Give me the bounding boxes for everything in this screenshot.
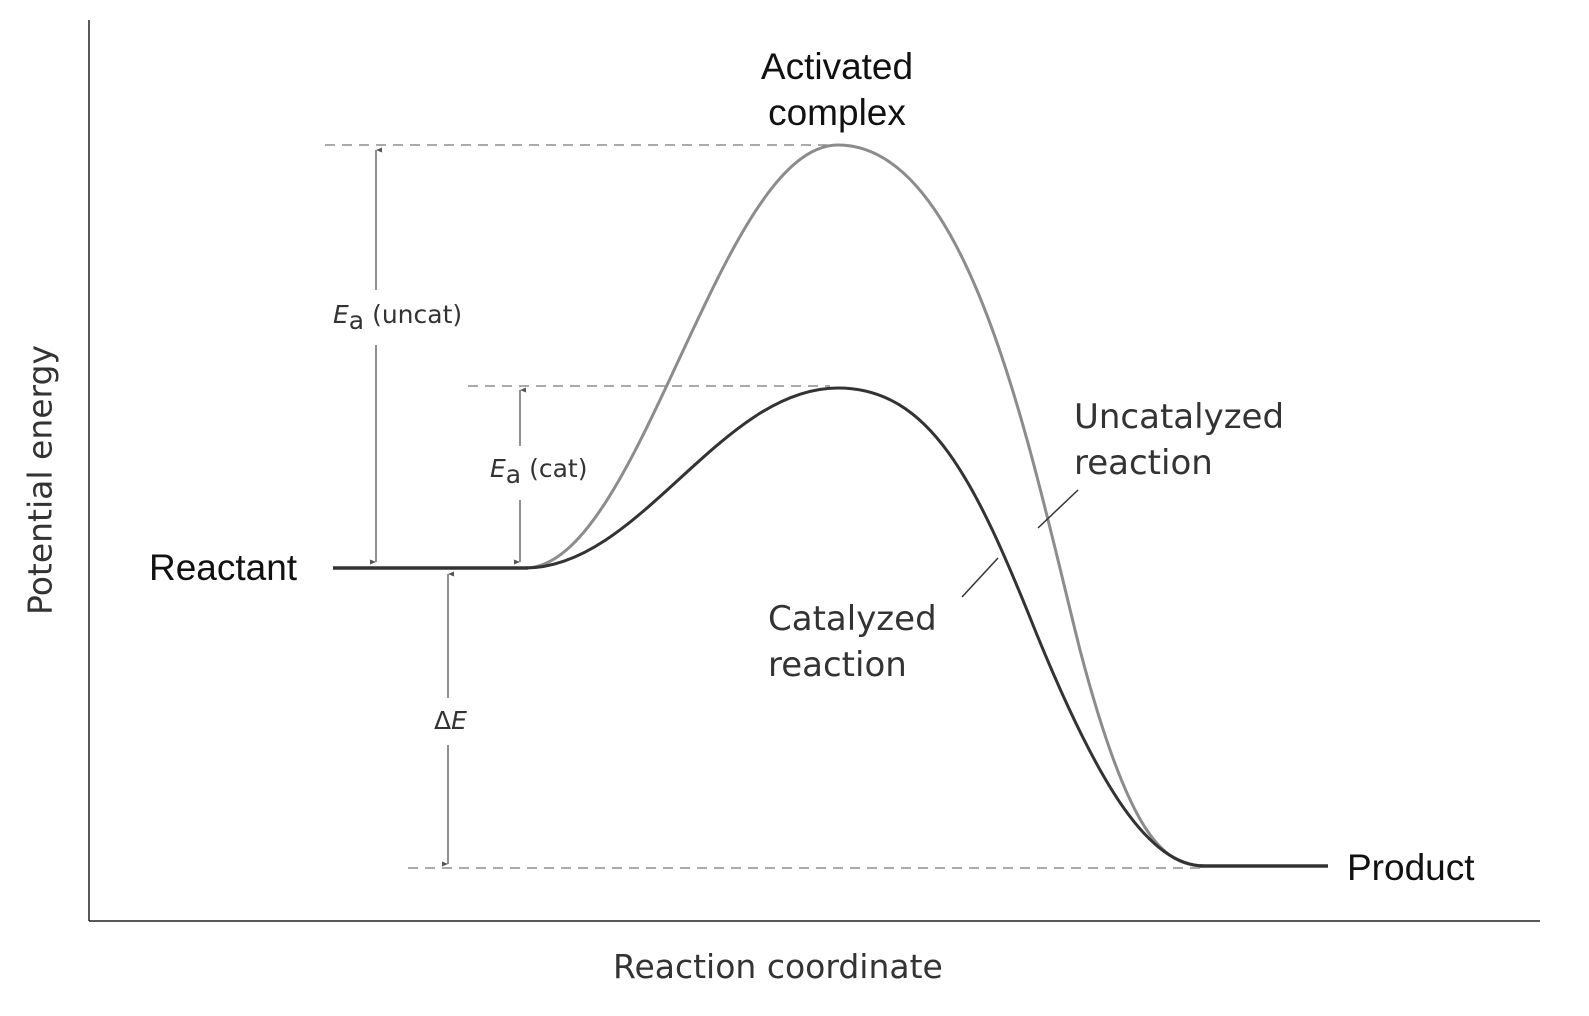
product-label: Product <box>1347 847 1475 888</box>
reactant-label: Reactant <box>149 547 298 588</box>
uncatalyzed-line2: reaction <box>1074 443 1213 483</box>
activated-complex-line1: Activated <box>760 46 914 87</box>
catalyzed-reaction-label: Catalyzed reaction <box>768 596 937 688</box>
ea-subscript: a <box>348 306 365 335</box>
uncatalyzed-line1: Uncatalyzed <box>1074 397 1285 437</box>
ea-cat-label: Ea (cat) <box>490 454 587 489</box>
ea-symbol: E <box>490 454 506 483</box>
uncatalyzed-curve <box>524 143 1206 868</box>
delta-symbol: Δ <box>434 706 452 735</box>
e-symbol: E <box>451 706 467 735</box>
catalyzed-leader-line <box>961 557 999 598</box>
y-axis-label: Potential energy <box>20 344 60 616</box>
ea-uncat-text: (uncat) <box>372 300 463 329</box>
uncatalyzed-leader-line <box>1037 489 1079 529</box>
ea-symbol: E <box>333 300 349 329</box>
ea-cat-text: (cat) <box>529 454 588 483</box>
delta-e-label: ΔE <box>434 706 467 735</box>
ea-subscript: a <box>505 460 522 489</box>
x-axis-label: Reaction coordinate <box>613 947 943 986</box>
catalyzed-line2: reaction <box>768 645 907 685</box>
uncatalyzed-reaction-label: Uncatalyzed reaction <box>1074 394 1284 486</box>
catalyzed-line1: Catalyzed <box>768 599 937 639</box>
ea-uncat-label: Ea (uncat) <box>333 300 462 335</box>
catalyzed-curve <box>524 386 1206 868</box>
activated-complex-line2: complex <box>768 92 906 133</box>
activated-complex-label: Activated complex <box>752 44 922 136</box>
